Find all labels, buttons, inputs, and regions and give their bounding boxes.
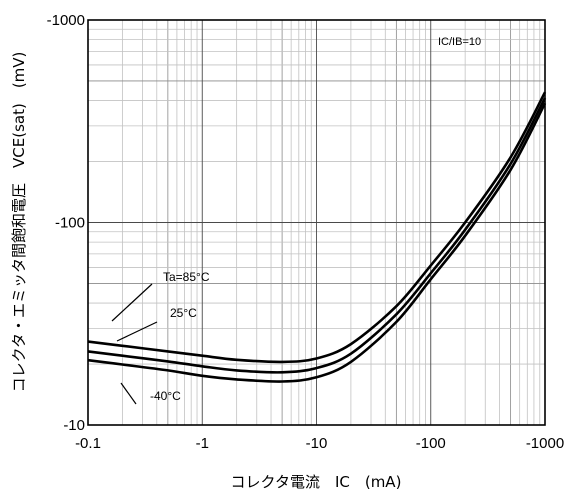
tick-labels: -0.1 -1 -10 -100 -1000 -10 -100 -1000 bbox=[47, 12, 565, 452]
x-tick-label: -1000 bbox=[526, 435, 564, 452]
y-axis-label: コレクタ・エミッタ間飽和電圧 VCE(sat) (mV) bbox=[10, 52, 28, 393]
annotation-ic-ib: IC/IB=10 bbox=[438, 36, 481, 48]
series-label-m40c: -40°C bbox=[150, 389, 181, 403]
y-tick-label: -1000 bbox=[47, 12, 85, 29]
series-label-85c: Ta=85°C bbox=[163, 270, 210, 284]
leader-line-85c bbox=[111, 283, 153, 322]
x-axis-label: コレクタ電流 IC (mA) bbox=[231, 473, 402, 491]
leader-line-25c bbox=[116, 321, 158, 342]
series-line-2 bbox=[87, 102, 547, 383]
series-line-0 bbox=[87, 91, 547, 364]
series-label-25c: 25°C bbox=[170, 306, 197, 320]
series-layer bbox=[87, 91, 547, 383]
y-tick-label: -100 bbox=[55, 215, 85, 232]
x-tick-label: -0.1 bbox=[75, 435, 101, 452]
grid bbox=[88, 20, 545, 425]
x-tick-label: -10 bbox=[306, 435, 328, 452]
x-tick-label: -1 bbox=[196, 435, 209, 452]
y-tick-label: -10 bbox=[63, 417, 85, 434]
series-line-1 bbox=[87, 97, 547, 374]
leader-line-m40c bbox=[120, 382, 137, 405]
x-tick-label: -100 bbox=[416, 435, 446, 452]
plot-frame bbox=[87, 19, 546, 426]
callouts bbox=[111, 283, 158, 405]
